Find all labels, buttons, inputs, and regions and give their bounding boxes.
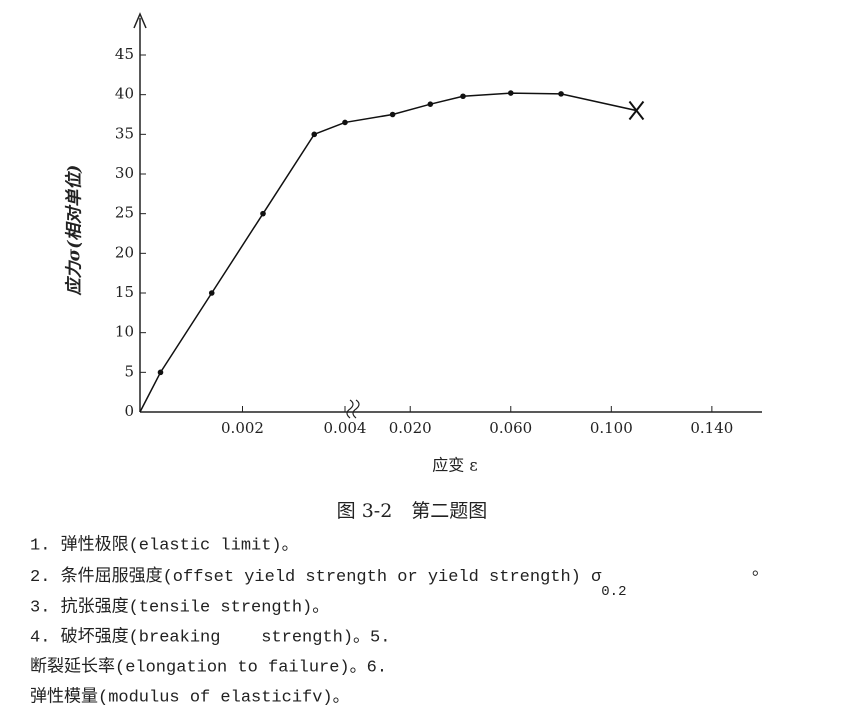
caption: 图 3-2 第二题图 [337,500,488,522]
answer-text: 2. 条件屈服强度(offset yield strength or yield… [30,566,602,587]
point [389,111,396,118]
y-tick-label: 10 [115,323,134,341]
x-tick-label: 0.140 [690,419,733,437]
point [460,93,466,100]
point [208,290,215,296]
answer-line: 2. 条件屈服强度(offset yield strength or yield… [30,566,627,599]
y-axis-arrow [133,12,147,29]
answer-line: 4. 破坏强度(breaking strength)。5. [30,626,390,647]
y-tick-label: 15 [115,283,134,301]
fracture-mark [628,100,645,121]
point [427,101,434,107]
axis-break [346,399,360,419]
x-tick-label: 0.100 [590,419,633,437]
y-tick-label: 30 [115,164,134,182]
x-tick-label: 0.002 [221,419,264,437]
answer-line: 3. 抗张强度(tensile strength)。 [30,596,329,617]
answer-line: 弹性模量(modulus of elasticifv)。 [30,686,350,707]
y-axis-label: 应力σ(相对单位) [65,165,85,297]
subscript: 0.2 [601,584,626,600]
point [342,119,348,126]
y-tick-label: 35 [115,124,134,142]
point [260,210,266,217]
point [507,90,514,96]
x-tick-label: 0.004 [324,419,367,437]
y-tick-label: 0 [124,402,134,420]
x-tick-label: 0.020 [389,419,432,437]
y-tick-label: 5 [124,362,134,380]
x-tick-label: 0.060 [489,419,532,437]
answer-line: 断裂延长率(elongation to failure)。6. [30,656,387,677]
curve [139,92,637,413]
y-tick-label: 45 [115,45,134,63]
point [311,131,318,138]
y-tick-label: 20 [115,243,134,261]
answer-end: 。 [752,561,769,580]
x-axis-label: 应变 ε [432,456,477,475]
answer-line: 1. 弹性极限(elastic limit)。 [30,534,299,555]
y-tick-label: 40 [115,85,134,103]
point [558,91,564,97]
point [157,369,164,376]
y-tick-label: 25 [115,204,134,222]
